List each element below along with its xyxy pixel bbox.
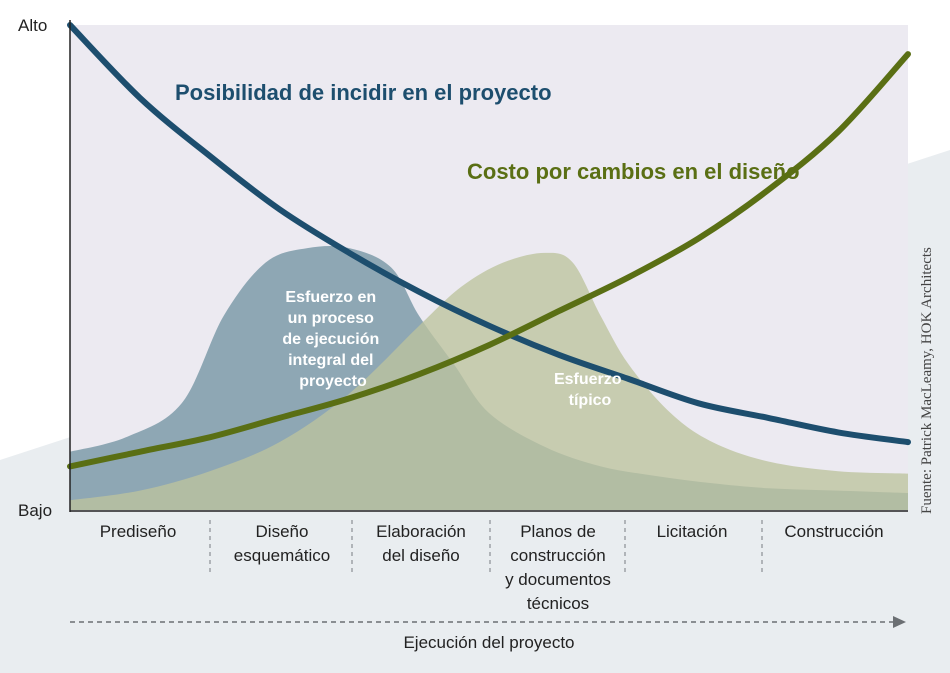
phase-label: Prediseño	[100, 522, 177, 541]
area-label-integrated: Esfuerzo en un proceso de ejecución inte…	[282, 289, 383, 390]
phase-label-line: Construcción	[784, 522, 883, 541]
series-line-0	[67, 22, 911, 446]
area-label-integrated-line: de ejecución	[282, 331, 379, 348]
area-label-integrated-line: un proceso	[288, 310, 374, 327]
phase-label-line: técnicos	[527, 594, 589, 613]
series-label-cost: Costo por cambios en el diseño	[467, 159, 800, 184]
phase-label: Licitación	[657, 522, 728, 541]
effort-areas	[70, 245, 908, 511]
phase-label-line: Licitación	[657, 522, 728, 541]
area-label-typical: Esfuerzo típico	[554, 371, 626, 409]
phase-label-line: Diseño	[256, 522, 309, 541]
y-axis-low-label: Bajo	[18, 501, 52, 520]
phase-label-line: y documentos	[505, 570, 611, 589]
phase-label-line: esquemático	[234, 546, 330, 565]
curve-lines	[67, 22, 911, 470]
phase-labels: Prediseño Diseño esquemático Elaboración del…	[100, 520, 884, 613]
area-label-integrated-line: Esfuerzo en	[285, 289, 376, 306]
source-credit: Fuente: Patrick MacLeamy, HOK Architects	[919, 247, 935, 514]
phase-label-line: Elaboración	[376, 522, 466, 541]
y-axis-high-label: Alto	[18, 16, 47, 35]
effort-area-3	[70, 252, 908, 511]
series-line-1	[67, 51, 911, 470]
area-label-integrated-line: proyecto	[299, 373, 367, 390]
execution-arrow-head	[893, 616, 906, 628]
phase-label-line: del diseño	[382, 546, 460, 565]
series-label-influence: Posibilidad de incidir en el proyecto	[175, 80, 552, 105]
phase-label: Construcción	[784, 522, 883, 541]
phase-label-line: Prediseño	[100, 522, 177, 541]
phase-label: Diseño esquemático	[234, 522, 330, 565]
phase-label: Elaboración del diseño	[376, 522, 466, 565]
phase-label: Planos de construcción y documentos técnico…	[505, 522, 611, 613]
area-label-typical-line: Esfuerzo	[554, 371, 622, 388]
phase-label-line: construcción	[510, 546, 605, 565]
area-label-typical-line: típico	[569, 392, 612, 409]
x-axis-label: Ejecución del proyecto	[403, 633, 574, 652]
phase-label-line: Planos de	[520, 522, 596, 541]
area-label-integrated-line: integral del	[288, 352, 373, 369]
